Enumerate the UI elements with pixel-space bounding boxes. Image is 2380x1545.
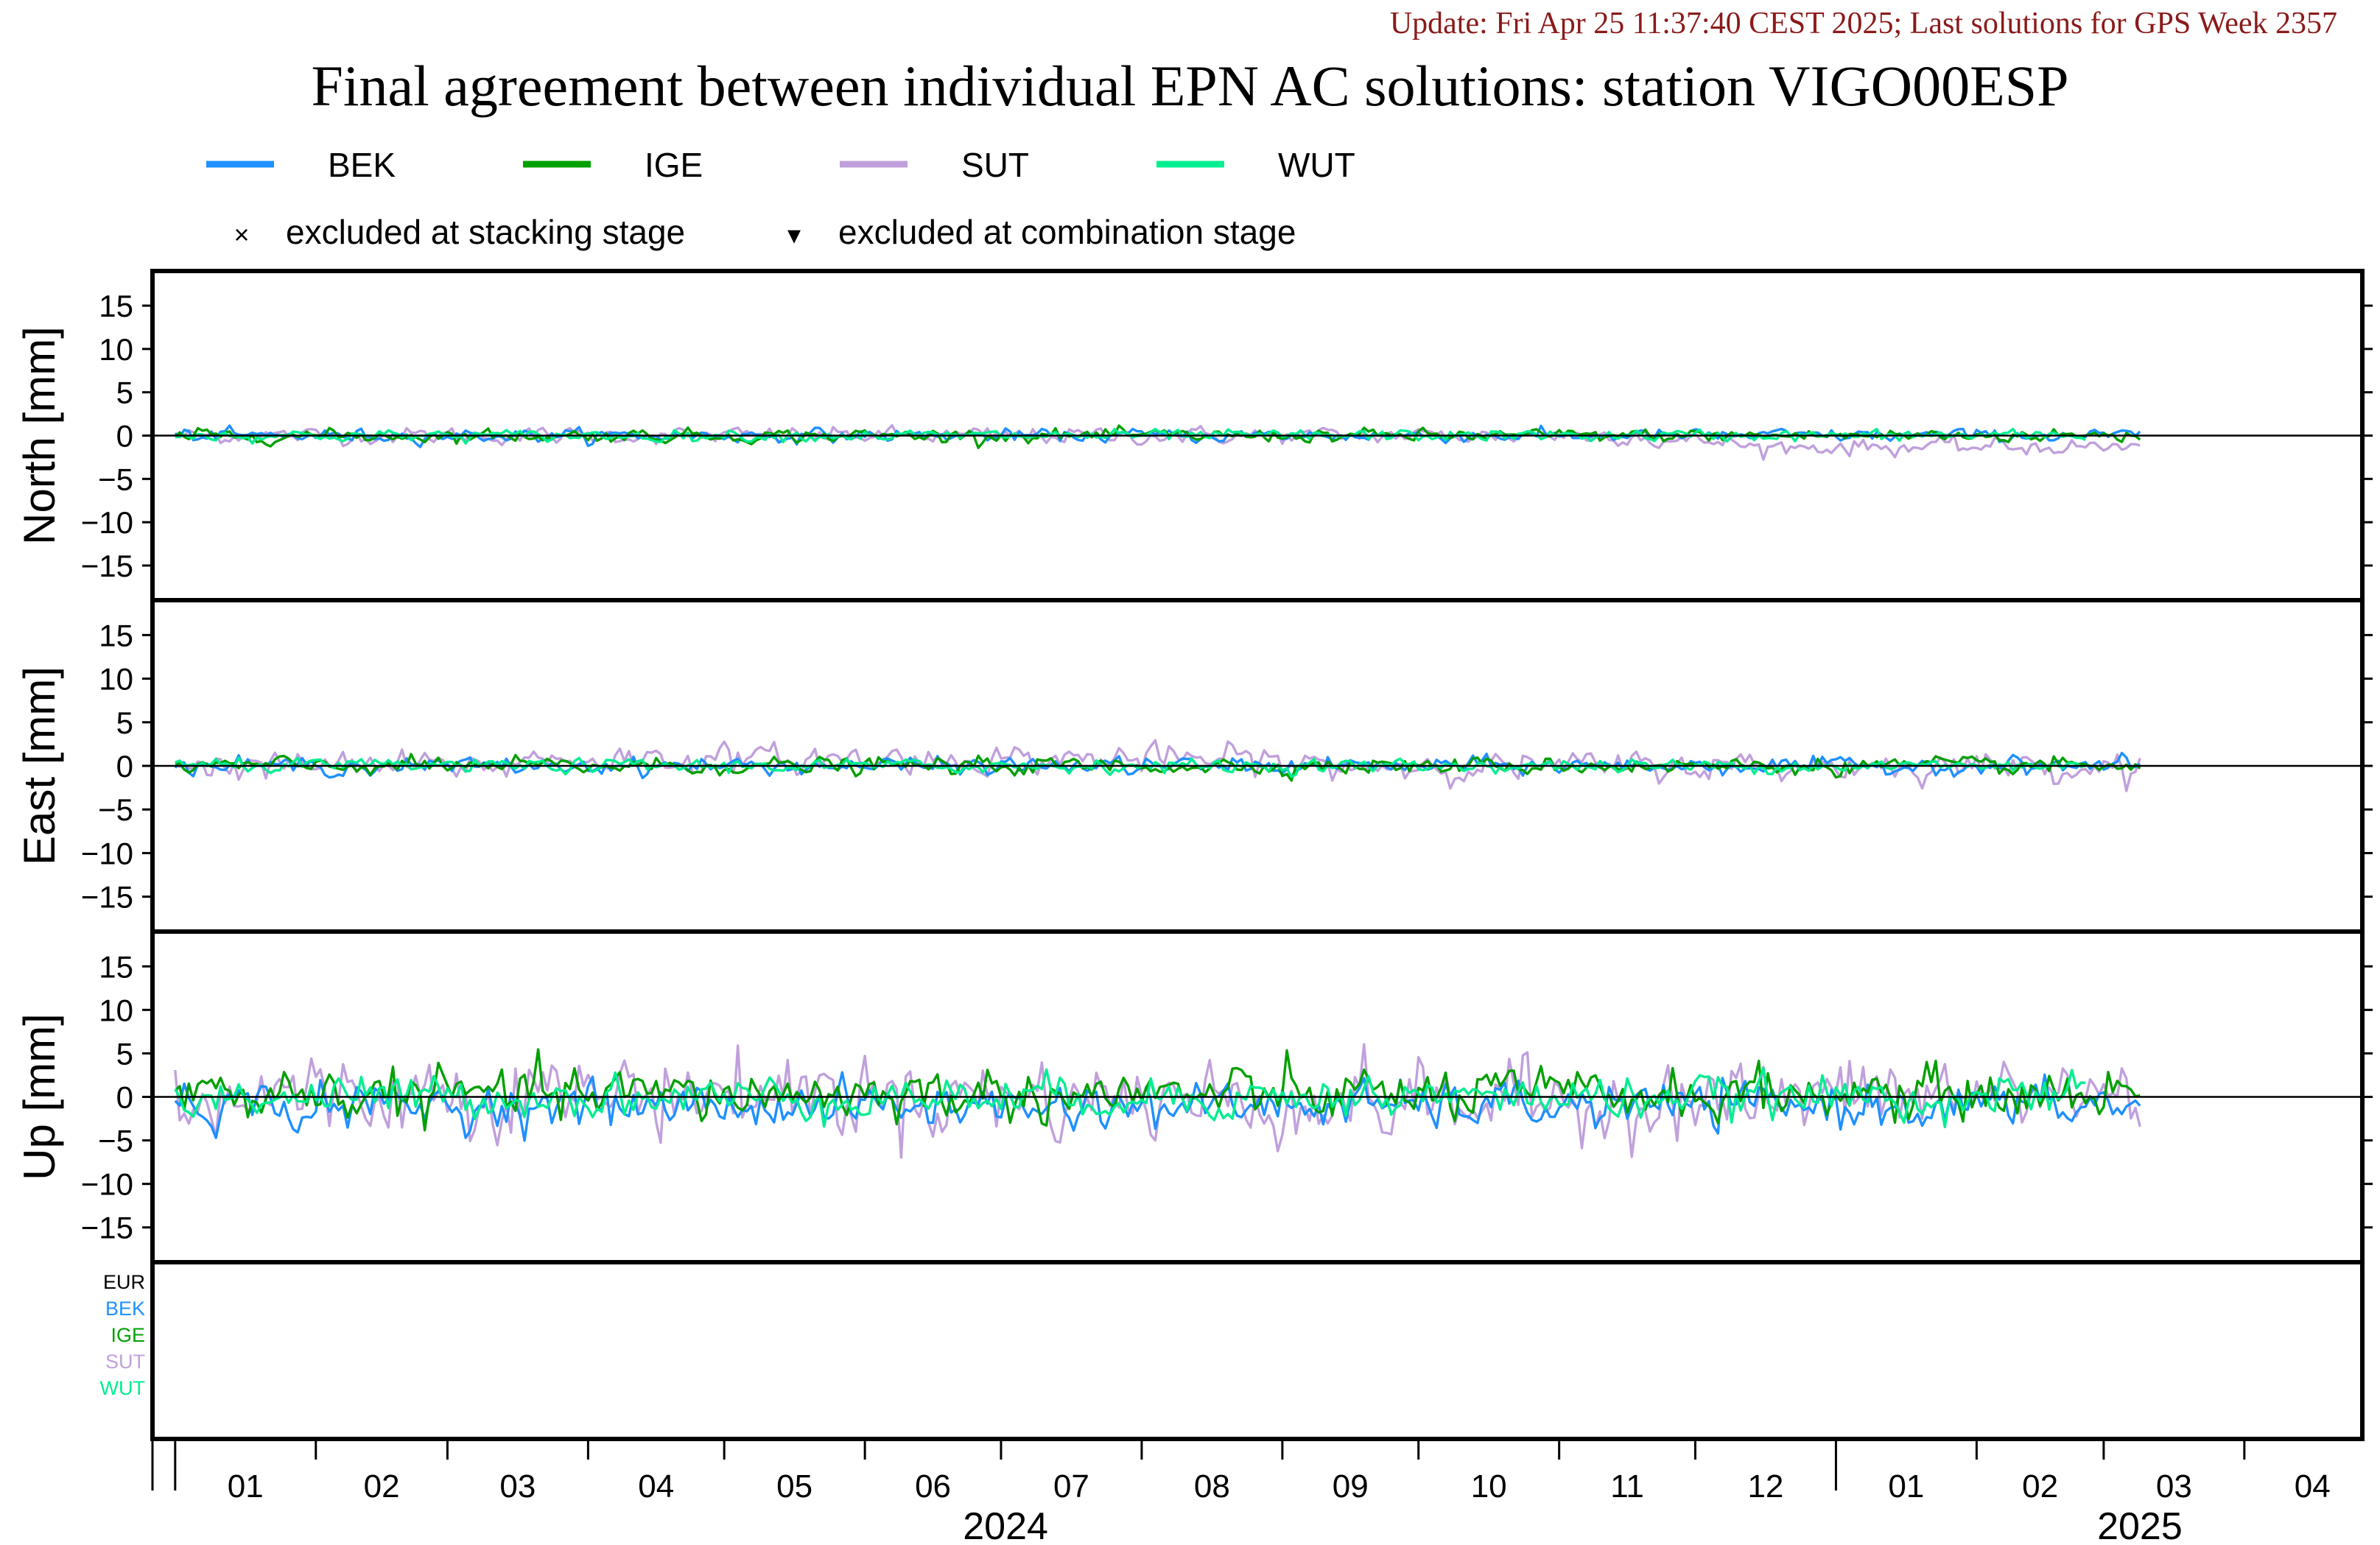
y-tick-label: 10 xyxy=(99,993,133,1027)
y-tick-label: −10 xyxy=(81,836,133,870)
update-note: Update: Fri Apr 25 11:37:40 CEST 2025; L… xyxy=(1389,7,2337,41)
x-month-label: 02 xyxy=(364,1468,400,1504)
y-tick-label: 0 xyxy=(116,749,133,784)
x-month-label: 07 xyxy=(1053,1468,1089,1504)
y-tick-label: −5 xyxy=(98,792,133,827)
stacking-excluded-marker: × xyxy=(234,219,249,250)
y-tick-label: 15 xyxy=(99,289,133,323)
y-tick-label: 10 xyxy=(99,662,133,697)
y-tick-label: −10 xyxy=(81,1167,133,1202)
x-month-label: 08 xyxy=(1194,1468,1230,1504)
y-axis-label: East [mm] xyxy=(15,666,64,865)
y-tick-label: −10 xyxy=(81,505,133,540)
panel-east xyxy=(142,598,2373,934)
series-line-wut xyxy=(175,756,2086,778)
x-month-label: 03 xyxy=(2156,1468,2192,1504)
x-month-label: 11 xyxy=(1610,1468,1644,1504)
series-line-ige xyxy=(175,753,2141,782)
chart-title: Final agreement between individual EPN A… xyxy=(311,54,2069,118)
small-legend-eur: EUR xyxy=(103,1271,145,1293)
panel-north xyxy=(142,269,2373,602)
x-month-label: 02 xyxy=(2022,1468,2058,1504)
legend-label-ige: IGE xyxy=(645,146,703,184)
y-tick-label: 5 xyxy=(116,1036,133,1071)
x-month-label: 03 xyxy=(499,1468,536,1504)
y-tick-label: −15 xyxy=(81,549,133,583)
y-tick-label: 5 xyxy=(116,705,133,740)
x-month-label: 04 xyxy=(638,1468,674,1504)
x-year-label: 2024 xyxy=(963,1505,1048,1545)
x-month-label: 01 xyxy=(1888,1468,1924,1504)
x-month-label: 09 xyxy=(1333,1468,1369,1504)
legend-combination-label: excluded at combination stage xyxy=(838,213,1296,251)
x-month-label: 01 xyxy=(228,1468,264,1504)
x-month-label: 06 xyxy=(915,1468,951,1504)
y-axis-label: North [mm] xyxy=(15,326,64,545)
small-legend-sut: SUT xyxy=(105,1351,145,1373)
small-legend-bek: BEK xyxy=(105,1298,145,1320)
y-tick-label: 15 xyxy=(99,949,133,984)
x-month-label: 04 xyxy=(2295,1468,2331,1504)
info-panel-frame xyxy=(150,1260,2365,1441)
x-month-label: 05 xyxy=(776,1468,812,1504)
x-year-label: 2025 xyxy=(2097,1505,2183,1545)
x-month-label: 10 xyxy=(1471,1468,1507,1504)
small-legend-wut: WUT xyxy=(100,1377,145,1399)
series-line-bek xyxy=(174,1071,2141,1142)
y-tick-label: −5 xyxy=(98,1124,133,1158)
legend-label-wut: WUT xyxy=(1278,146,1355,184)
legend-label-bek: BEK xyxy=(328,146,396,184)
legend-stacking-label: excluded at stacking stage xyxy=(286,213,685,251)
small-legend-ige: IGE xyxy=(110,1324,145,1346)
legend-label-sut: SUT xyxy=(961,146,1029,184)
y-tick-label: 0 xyxy=(116,419,133,454)
y-tick-label: 15 xyxy=(99,618,133,652)
series-line-sut xyxy=(174,423,2141,461)
x-month-label: 12 xyxy=(1747,1468,1783,1504)
y-tick-label: 5 xyxy=(116,376,133,410)
y-tick-label: 0 xyxy=(116,1080,133,1115)
combination-excluded-marker: ▾ xyxy=(787,219,801,250)
y-tick-label: −15 xyxy=(81,1211,133,1245)
y-tick-label: 10 xyxy=(99,332,133,367)
series-line-wut xyxy=(174,1066,2086,1129)
series-line-ige xyxy=(174,1048,2141,1132)
panel-up xyxy=(142,929,2373,1264)
y-tick-label: −5 xyxy=(98,462,133,496)
y-axis-label: Up [mm] xyxy=(15,1013,64,1180)
y-tick-label: −15 xyxy=(81,880,133,915)
